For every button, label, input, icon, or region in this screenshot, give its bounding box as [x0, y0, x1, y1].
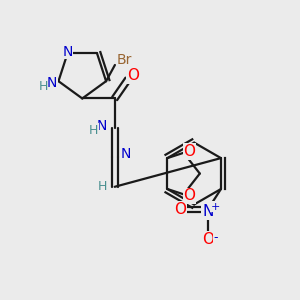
Text: N: N [121, 147, 131, 161]
Text: O: O [174, 202, 186, 217]
Text: O: O [184, 188, 196, 203]
Text: N: N [47, 76, 57, 90]
Text: Br: Br [117, 53, 132, 67]
Text: N: N [62, 45, 73, 59]
Text: H: H [38, 80, 48, 93]
Text: H: H [98, 180, 107, 193]
Text: N: N [97, 118, 107, 133]
Text: N: N [202, 204, 213, 219]
Text: O: O [184, 144, 196, 159]
Text: O: O [202, 232, 214, 247]
Text: +: + [210, 202, 220, 212]
Text: O: O [127, 68, 139, 83]
Text: H: H [89, 124, 98, 137]
Text: -: - [214, 231, 218, 244]
